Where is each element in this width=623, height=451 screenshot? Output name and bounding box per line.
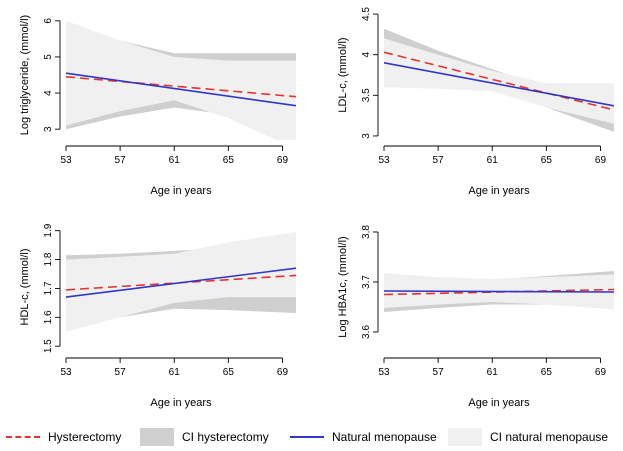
y-axis-title: Log HBA1c, (mmol/l) (337, 236, 349, 337)
y-tick-label: 1.5 (43, 339, 54, 353)
y-tick-label: 3.6 (361, 325, 372, 339)
y-tick-label: 1.7 (43, 281, 54, 295)
plot-area (384, 271, 614, 312)
y-axis-title: HDL-c, (mmol/l) (19, 249, 31, 326)
series-line-natural-menopause (66, 72, 296, 107)
legend-label: CI natural menopause (490, 430, 609, 444)
x-tick-label: 53 (60, 155, 72, 166)
x-axis-title: Age in years (468, 397, 530, 409)
x-tick-label: 61 (169, 155, 181, 166)
blue-solid-line-icon (290, 428, 324, 446)
series-line-natural-menopause (384, 290, 614, 293)
y-tick-label: 1.9 (43, 223, 54, 237)
series-line-hysterectomy (66, 76, 296, 98)
gray-box-icon (140, 428, 174, 446)
y-tick-label: 6 (43, 18, 54, 24)
legend-label: CI hysterectomy (182, 430, 269, 444)
x-tick-label: 53 (60, 367, 72, 378)
y-tick-label: 3 (43, 126, 54, 132)
ci-band-natural-menopause (66, 20, 296, 140)
x-tick-label: 61 (487, 367, 499, 378)
light-gray-box-icon (448, 428, 482, 446)
x-tick-label: 69 (595, 155, 607, 166)
plot-area (66, 232, 296, 332)
x-tick-label: 65 (223, 367, 235, 378)
legend-item-hysterectomy: Hysterectomy (6, 426, 121, 448)
plot-area (66, 20, 296, 140)
x-tick-label: 61 (487, 155, 499, 166)
x-axis-title: Age in years (150, 397, 212, 409)
x-tick-label: 69 (595, 367, 607, 378)
y-tick-label: 4.5 (361, 7, 372, 21)
x-tick-label: 57 (433, 155, 445, 166)
x-tick-label: 65 (541, 367, 553, 378)
series-line-natural-menopause (66, 267, 296, 298)
y-tick-label: 4 (361, 51, 372, 57)
panel-ldl: 53 57 61 65 69 3 3.5 4 4.5 Age in years LDL-c, (mm… (337, 7, 614, 197)
legend-label: Hysterectomy (48, 430, 122, 444)
series-line-hysterectomy (384, 51, 614, 111)
x-tick-label: 65 (541, 155, 553, 166)
y-axis-title: Log triglyceride, (mmol/l) (19, 15, 31, 135)
x-axis-title: Age in years (150, 185, 212, 197)
x-tick-label: 53 (378, 367, 390, 378)
x-axis-title: Age in years (468, 185, 530, 197)
figure: 53 57 61 65 69 3 4 5 6 Age in years Log triglyceri… (19, 7, 614, 409)
y-axis-title: LDL-c, (mmol/l) (337, 37, 349, 112)
y-tick-label: 3 (361, 133, 372, 139)
y-tick-label: 4 (43, 90, 54, 96)
panel-triglyceride: 53 57 61 65 69 3 4 5 6 Age in years Log triglyceri… (19, 15, 296, 197)
legend-item-ci-hysterectomy: CI hysterectomy (140, 426, 269, 448)
y-tick-label: 5 (43, 54, 54, 60)
legend-label: Natural menopause (332, 430, 437, 444)
x-tick-label: 57 (433, 367, 445, 378)
legend: Hysterectomy CI hysterectomy Natural men… (0, 426, 623, 448)
red-dashed-line-icon (6, 428, 40, 446)
y-tick-label: 3.5 (361, 88, 372, 102)
x-tick-label: 57 (115, 367, 127, 378)
x-tick-label: 53 (378, 155, 390, 166)
panel-hdl: 53 57 61 65 69 1.5 1.6 1.7 1.8 1.9 Age in years HDL… (19, 223, 296, 409)
y-tick-label: 3.8 (361, 225, 372, 239)
plot-area (384, 28, 614, 132)
x-tick-label: 65 (223, 155, 235, 166)
y-tick-label: 1.8 (43, 252, 54, 266)
legend-item-ci-natural-menopause: CI natural menopause (448, 426, 608, 448)
x-tick-label: 61 (169, 367, 181, 378)
x-tick-label: 57 (115, 155, 127, 166)
x-tick-label: 69 (277, 367, 289, 378)
panel-hba1c: 53 57 61 65 69 3.6 3.7 3.8 Age in years Log HBA1c… (337, 225, 614, 409)
x-tick-label: 69 (277, 155, 289, 166)
legend-item-natural-menopause: Natural menopause (290, 426, 437, 448)
y-tick-label: 3.7 (361, 275, 372, 289)
y-tick-label: 1.6 (43, 310, 54, 324)
series-line-natural-menopause (384, 62, 614, 107)
